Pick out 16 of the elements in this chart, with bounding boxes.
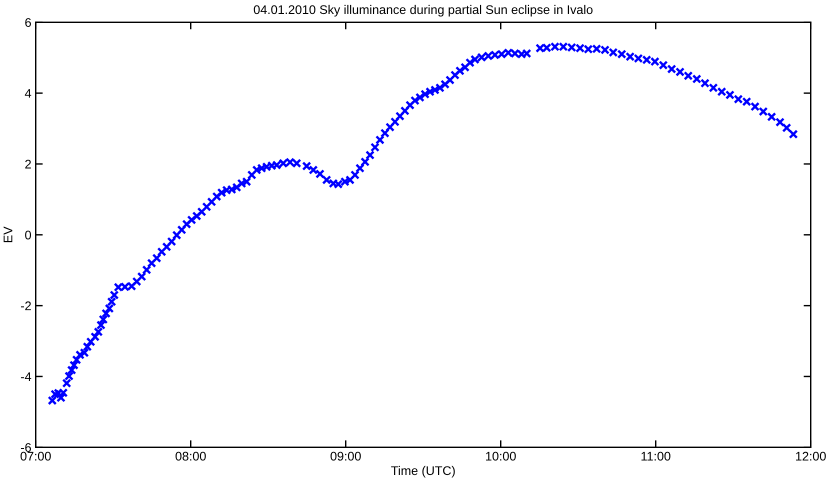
y-tick-label: -4 — [20, 372, 32, 381]
y-tick-label: 6 — [25, 18, 31, 27]
y-axis-title: EV — [4, 226, 12, 242]
x-tick-label: 12:00 — [796, 452, 826, 461]
x-axis-title: Time (UTC) — [391, 466, 455, 478]
x-tick-label: 07:00 — [20, 452, 51, 461]
y-tick-label: -6 — [20, 443, 31, 452]
x-tick-label: 11:00 — [641, 452, 670, 461]
x-tick-label: 09:00 — [330, 452, 361, 461]
chart-title: 04.01.2010 Sky illuminance during partial Sun eclipse in Ivalo — [254, 4, 593, 17]
x-tick-label: 10:00 — [486, 452, 516, 461]
y-tick-label: 0 — [25, 230, 32, 240]
y-tick-label: -2 — [20, 301, 31, 310]
y-tick-label: 4 — [24, 89, 32, 98]
x-tick-label: 08:00 — [176, 452, 206, 461]
y-tick-label: 2 — [25, 160, 31, 168]
